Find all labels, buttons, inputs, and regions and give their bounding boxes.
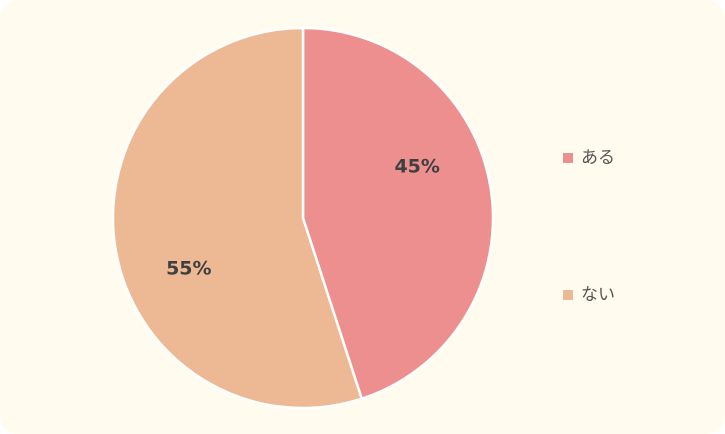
legend-label: ない bbox=[581, 285, 615, 305]
legend-swatch bbox=[563, 290, 573, 300]
pie-slice bbox=[111, 26, 364, 410]
legend-label: ある bbox=[581, 148, 615, 168]
pie-slice bbox=[301, 26, 495, 401]
value-label: 55% bbox=[166, 257, 211, 279]
legend-swatch bbox=[563, 153, 573, 163]
value-label: 45% bbox=[394, 156, 439, 178]
